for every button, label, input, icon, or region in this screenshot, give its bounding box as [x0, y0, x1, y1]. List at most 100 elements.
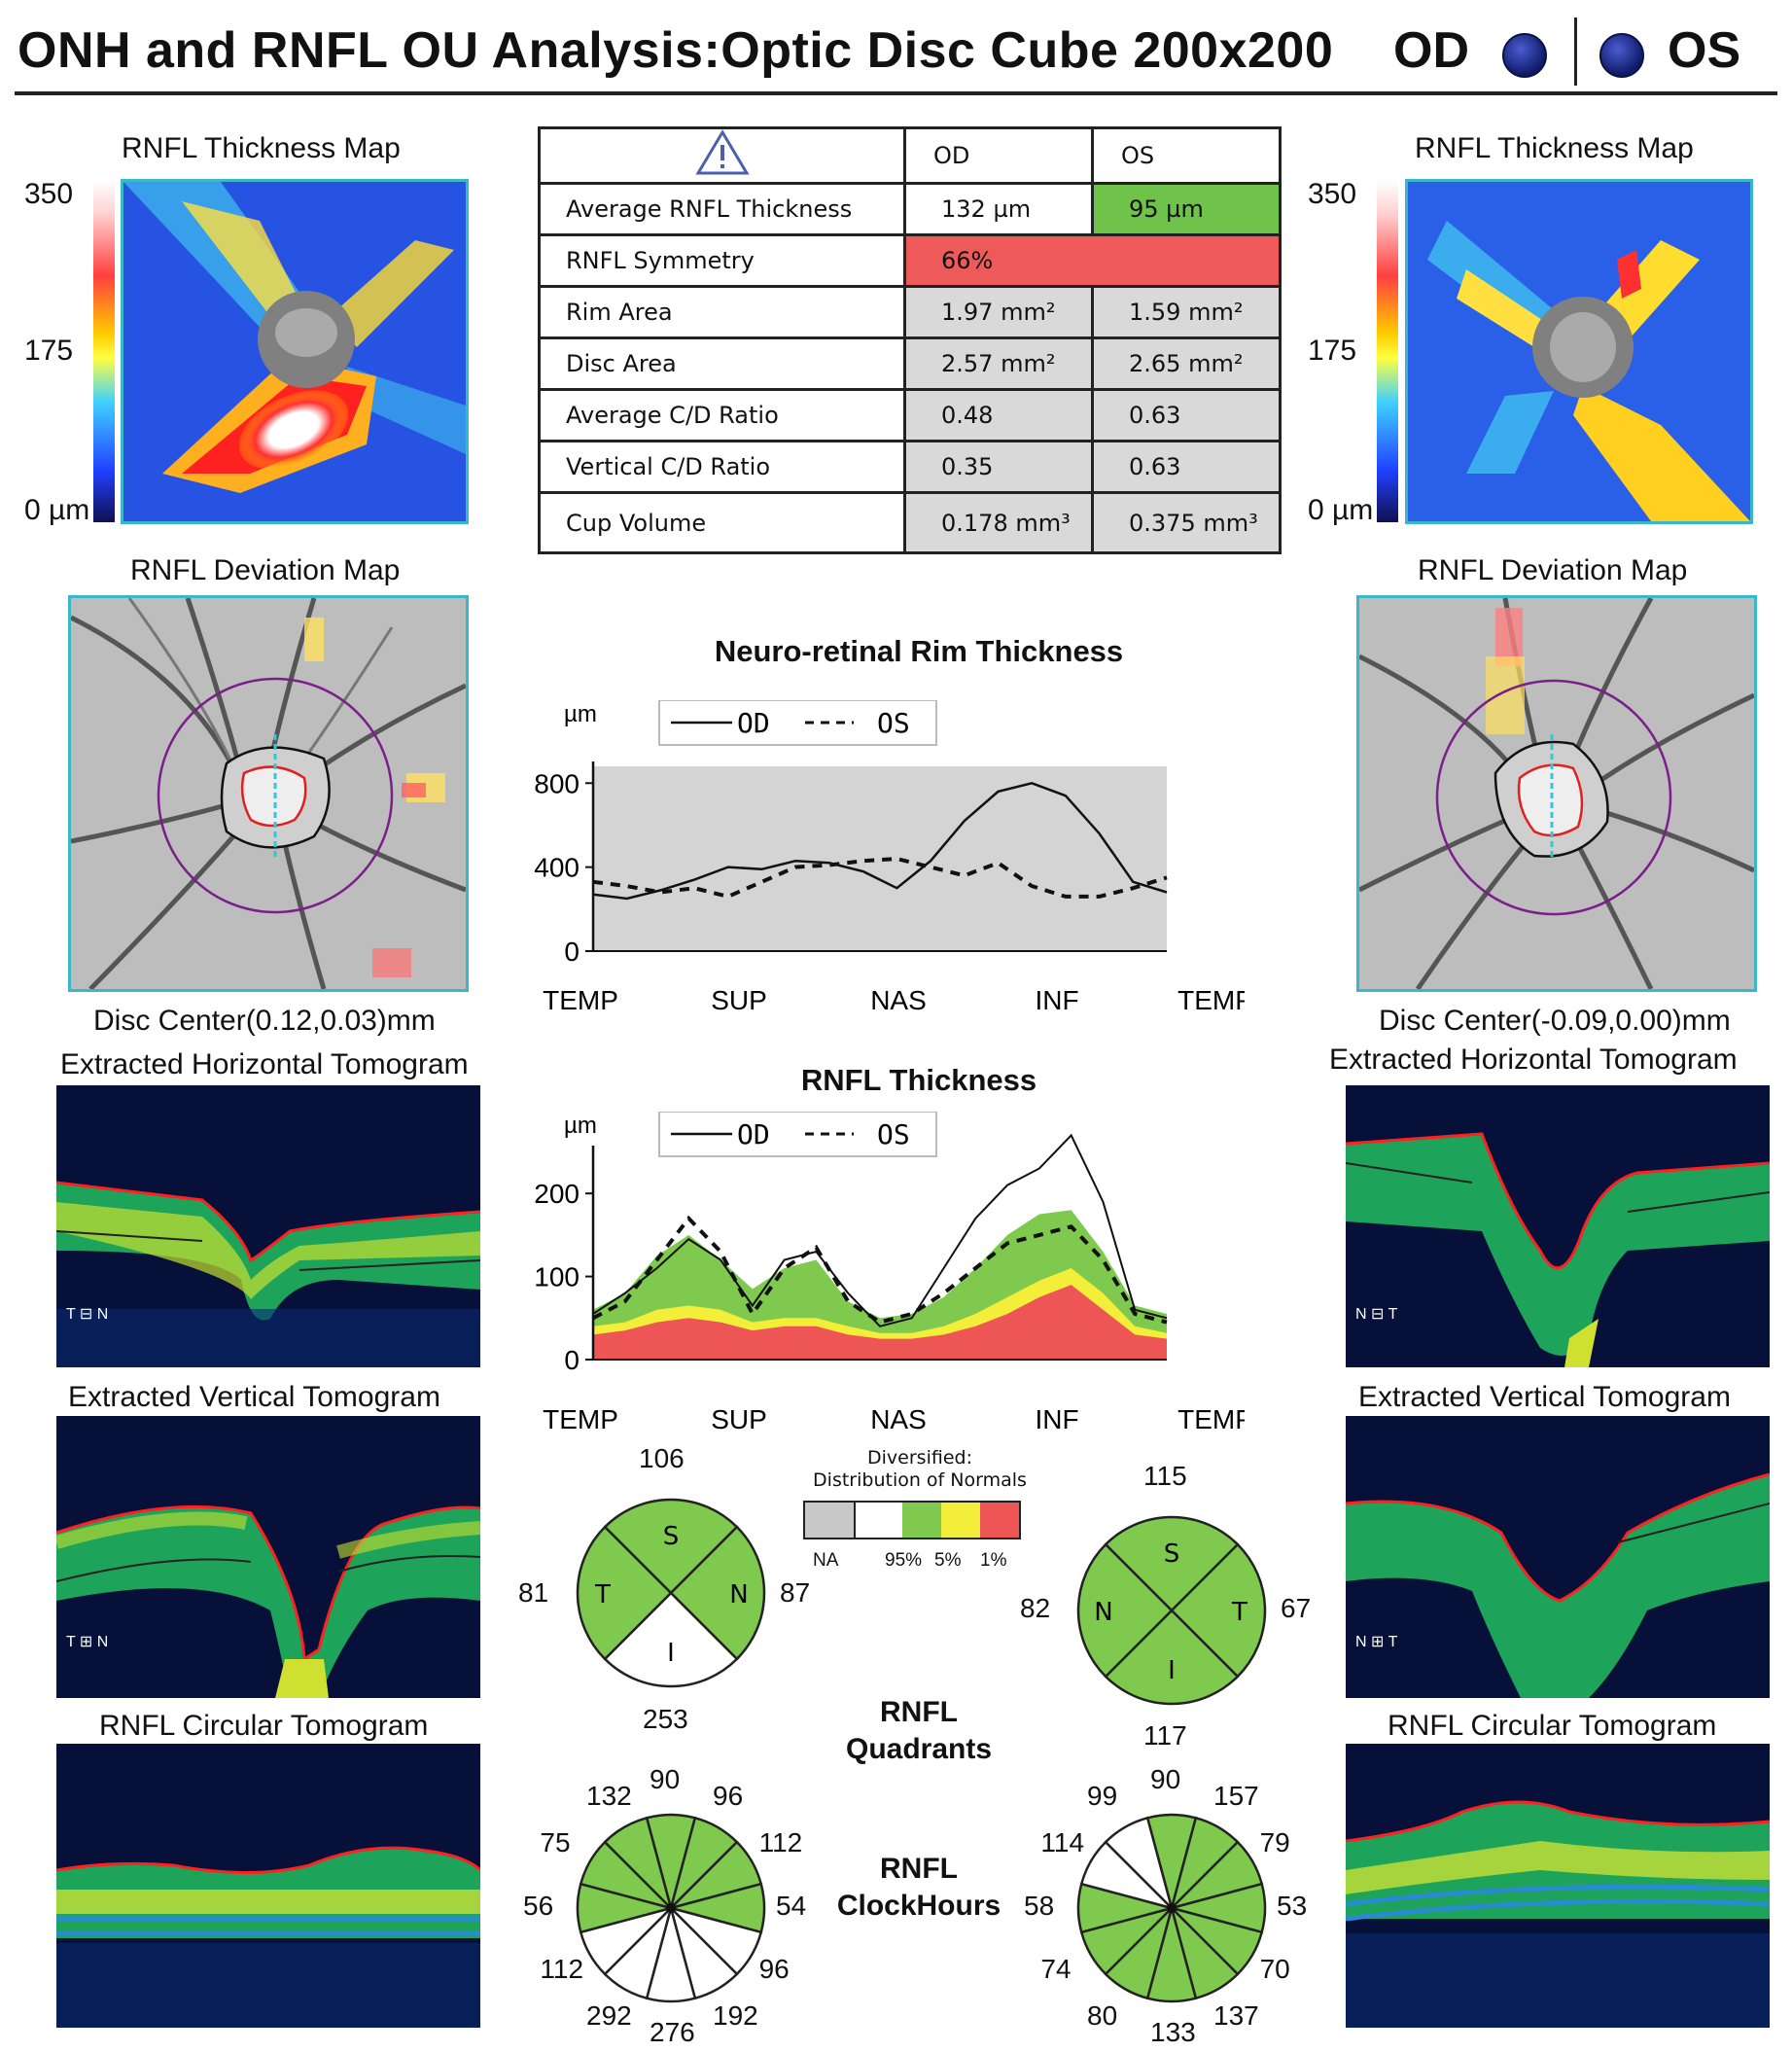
- x-tick-label: INF: [1035, 985, 1078, 1015]
- od-clockhours-diagram: [576, 1813, 766, 2003]
- od-horizontal-tomogram-label: Extracted Horizontal Tomogram: [60, 1048, 469, 1080]
- plot-area: [593, 766, 1167, 951]
- os-horizontal-tomogram: N ⊟ T: [1346, 1085, 1770, 1367]
- series-line-od: [592, 1133, 1168, 1327]
- rnfl-chart-title: RNFL Thickness: [800, 1063, 1037, 1097]
- clock-center: [666, 1903, 676, 1913]
- x-tick-label: TEMP: [543, 985, 618, 1015]
- os-vertical-tomogram: N ⊞ T: [1346, 1416, 1770, 1698]
- x-tick-label: SUP: [711, 985, 767, 1015]
- od-horizontal-tomogram: T ⊟ N: [56, 1085, 480, 1367]
- rim-chart-title: Neuro-retinal Rim Thickness: [714, 634, 1124, 668]
- od-quadrants-diagram: S I T N: [576, 1498, 766, 1688]
- od-deviation-map-label: RNFL Deviation Map: [130, 554, 401, 586]
- warning-cell: [538, 126, 906, 185]
- od-scale-min: 0 µm: [24, 494, 90, 526]
- quadrant-left: [576, 1525, 673, 1661]
- warning-icon: [694, 129, 750, 175]
- quadrant-letter-left: T: [594, 1580, 611, 1610]
- os-circular-tomogram-label: RNFL Circular Tomogram: [1388, 1710, 1717, 1742]
- clockhour-value: 90: [650, 1764, 681, 1794]
- os-quad-s: 115: [1143, 1461, 1187, 1491]
- col-od-header: OD: [903, 126, 1094, 185]
- norm-red-swatch: [980, 1503, 1019, 1538]
- series-line-os: [592, 856, 1168, 900]
- os-thickness-map-label: RNFL Thickness Map: [1415, 132, 1694, 164]
- chart-legend: OD OS: [658, 700, 937, 746]
- od-thickness-map: [121, 179, 469, 524]
- row-label: RNFL Symmetry: [538, 233, 906, 288]
- quadrant-letter-s: S: [663, 1522, 680, 1551]
- header-rule: [15, 91, 1777, 95]
- quadrant-right: [1170, 1542, 1267, 1679]
- norm-95-label: 95%: [885, 1550, 923, 1571]
- od-scale-mid: 175: [24, 335, 74, 367]
- quadrant-inferior: [603, 1591, 739, 1688]
- norm-white-swatch: [856, 1503, 902, 1538]
- row-label: Rim Area: [538, 285, 906, 339]
- quadrants-title-line1: RNFL: [880, 1696, 958, 1728]
- quadrant-letter-i: I: [667, 1639, 675, 1668]
- quadrant-superior: [1104, 1515, 1240, 1612]
- table-row: Average RNFL Thickness 132 µm 95 µm: [538, 182, 1282, 236]
- x-tick-label: TEMP: [1177, 985, 1245, 1015]
- clockhour-value: 157: [1213, 1781, 1259, 1812]
- norms-legend-bar: [803, 1501, 1021, 1539]
- quadrants-title: RNFL Quadrants: [817, 1694, 1021, 1768]
- clockhour-value: 112: [758, 1827, 803, 1857]
- os-v-orientation: N ⊞ T: [1355, 1634, 1398, 1650]
- legend-series-od: OD: [737, 1118, 770, 1150]
- os-circular-tomogram: [1346, 1744, 1770, 2028]
- norms-title-line1: Diversified:: [867, 1447, 972, 1468]
- os-disc-center: Disc Center(-0.09,0.00)mm: [1379, 1005, 1731, 1037]
- y-tick-label: 0: [564, 1345, 580, 1375]
- norm-1-label: 1%: [980, 1550, 1007, 1571]
- od-deviation-map: [68, 595, 469, 992]
- os-scale-mid: 175: [1308, 335, 1357, 367]
- quadrant-superior: [603, 1498, 739, 1595]
- od-value: 2.57 mm²: [903, 336, 1094, 391]
- clockhour-value: 276: [650, 2017, 695, 2047]
- y-axis-label: µm: [564, 701, 597, 727]
- clockhour-value: 99: [1087, 1781, 1118, 1812]
- os-quad-n: 82: [1020, 1593, 1051, 1623]
- od-value: 0.178 mm³: [903, 491, 1094, 554]
- clockhours-title: RNFL ClockHours: [817, 1851, 1021, 1925]
- os-thickness-colorbar: [1377, 180, 1398, 522]
- row-label: Average C/D Ratio: [538, 388, 906, 442]
- rnfl-thickness-chart: 200 100 0 µm OD OS TEMP SUP NAS INF TEMP: [534, 1112, 1245, 1434]
- quadrant-right: [669, 1525, 766, 1661]
- clockhour-segment: [603, 1816, 674, 1913]
- row-label: Disc Area: [538, 336, 906, 391]
- header-divider: [1574, 18, 1577, 86]
- od-thickness-colorbar: [93, 180, 115, 522]
- quadrants-title-line2: Quadrants: [845, 1733, 993, 1765]
- od-label: OD: [1393, 22, 1469, 79]
- clockhour-value: 96: [713, 1781, 744, 1812]
- row-label: Average RNFL Thickness: [538, 182, 906, 236]
- table-header-row: OD OS: [538, 126, 1282, 185]
- os-quadrants-diagram: S I N T: [1076, 1515, 1267, 1706]
- os-vertical-tomogram-label: Extracted Vertical Tomogram: [1358, 1381, 1731, 1413]
- clockhour-value: 137: [1213, 1999, 1259, 2031]
- od-value: 132 µm: [903, 182, 1094, 236]
- norm-green-swatch: [902, 1503, 941, 1538]
- rim-thickness-chart: 800 400 0 µm OD OS TEMP SUP NAS INF TEMP: [534, 700, 1245, 1015]
- od-eye-icon: [1502, 33, 1547, 78]
- symmetry-value: 66%: [903, 233, 1282, 288]
- clockhour-value: 90: [1150, 1764, 1181, 1794]
- os-deviation-map: [1356, 595, 1757, 992]
- clockhour-value: 96: [758, 1954, 790, 1984]
- x-tick-label: INF: [1035, 1404, 1078, 1434]
- y-tick-label: 400: [534, 853, 580, 883]
- os-value: 0.375 mm³: [1091, 491, 1282, 554]
- clockhour-value: 79: [1259, 1827, 1290, 1857]
- os-scale-max: 350: [1308, 178, 1357, 210]
- clockhour-value: 112: [540, 1954, 584, 1984]
- legend-series-os: OS: [877, 1118, 910, 1150]
- os-eye-icon: [1599, 33, 1644, 78]
- clockhour-value: 74: [1040, 1954, 1072, 1984]
- od-quad-t: 81: [518, 1577, 549, 1608]
- norm-5-label: 5%: [934, 1550, 962, 1571]
- clockhour-value: 114: [1040, 1827, 1085, 1857]
